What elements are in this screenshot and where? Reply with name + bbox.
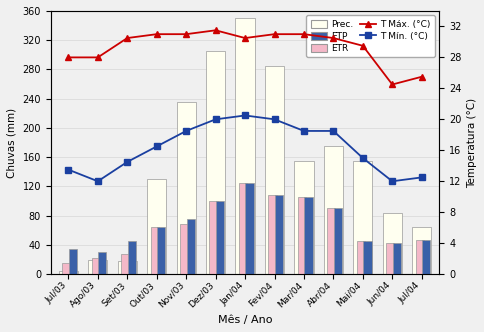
- T Mín. (°C): [390, 179, 395, 183]
- Bar: [245, 183, 254, 274]
- Bar: [118, 261, 137, 274]
- Bar: [275, 195, 283, 274]
- Bar: [393, 243, 401, 274]
- Bar: [88, 260, 107, 274]
- Bar: [334, 208, 342, 274]
- T Máx. (°C): [390, 82, 395, 86]
- Bar: [62, 263, 71, 274]
- Bar: [180, 224, 188, 274]
- Bar: [151, 227, 159, 274]
- Bar: [327, 208, 335, 274]
- Bar: [236, 18, 255, 274]
- Bar: [69, 249, 77, 274]
- T Máx. (°C): [154, 32, 160, 36]
- Bar: [239, 183, 247, 274]
- Bar: [294, 161, 314, 274]
- T Máx. (°C): [360, 44, 366, 48]
- T Máx. (°C): [65, 55, 71, 59]
- T Mín. (°C): [331, 129, 336, 133]
- Bar: [324, 146, 343, 274]
- T Mín. (°C): [272, 117, 277, 121]
- Bar: [298, 198, 306, 274]
- Bar: [147, 179, 166, 274]
- T Mín. (°C): [183, 129, 189, 133]
- Bar: [363, 241, 372, 274]
- Y-axis label: Chuvas (mm): Chuvas (mm): [7, 108, 17, 178]
- Bar: [216, 201, 224, 274]
- Bar: [386, 243, 394, 274]
- T Máx. (°C): [272, 32, 277, 36]
- Bar: [304, 198, 313, 274]
- T Mín. (°C): [124, 160, 130, 164]
- T Mín. (°C): [301, 129, 307, 133]
- T Mín. (°C): [65, 168, 71, 172]
- Bar: [353, 161, 372, 274]
- T Máx. (°C): [95, 55, 101, 59]
- T Máx. (°C): [183, 32, 189, 36]
- T Máx. (°C): [212, 28, 218, 32]
- Bar: [210, 201, 218, 274]
- T Máx. (°C): [419, 75, 424, 79]
- Bar: [357, 241, 365, 274]
- Bar: [265, 66, 284, 274]
- Bar: [157, 227, 166, 274]
- Bar: [121, 254, 129, 274]
- T Máx. (°C): [331, 36, 336, 40]
- Y-axis label: Temperatura (°C): Temperatura (°C): [467, 98, 477, 188]
- T Mín. (°C): [360, 156, 366, 160]
- Bar: [416, 240, 424, 274]
- Bar: [98, 252, 106, 274]
- T Mín. (°C): [242, 114, 248, 118]
- Bar: [383, 213, 402, 274]
- T Mín. (°C): [95, 179, 101, 183]
- Bar: [422, 240, 430, 274]
- Bar: [187, 219, 195, 274]
- T Máx. (°C): [301, 32, 307, 36]
- T Máx. (°C): [242, 36, 248, 40]
- Bar: [206, 51, 225, 274]
- Bar: [268, 195, 276, 274]
- X-axis label: Mês / Ano: Mês / Ano: [218, 315, 272, 325]
- Line: T Máx. (°C): T Máx. (°C): [65, 27, 425, 88]
- T Máx. (°C): [124, 36, 130, 40]
- Bar: [177, 102, 196, 274]
- T Mín. (°C): [212, 117, 218, 121]
- Line: T Mín. (°C): T Mín. (°C): [66, 113, 424, 184]
- Legend: Prec., ETP, ETR, T Máx. (°C), T Mín. (°C): Prec., ETP, ETR, T Máx. (°C), T Mín. (°C…: [306, 16, 435, 57]
- Bar: [128, 241, 136, 274]
- T Mín. (°C): [154, 144, 160, 148]
- Bar: [59, 271, 78, 274]
- T Mín. (°C): [419, 175, 424, 179]
- Bar: [412, 227, 431, 274]
- Bar: [91, 258, 100, 274]
